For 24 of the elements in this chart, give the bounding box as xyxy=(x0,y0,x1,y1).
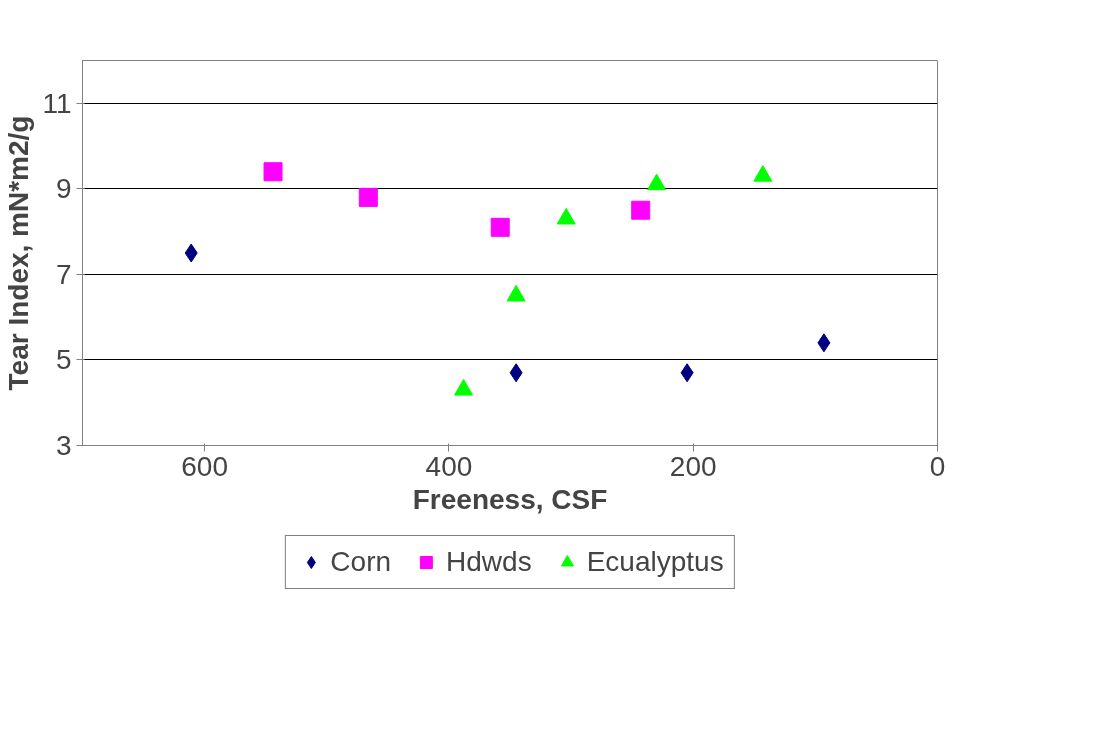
legend-label: Hdwds xyxy=(446,546,532,578)
y-tick-label: 7 xyxy=(55,258,72,290)
x-tick-label: 0 xyxy=(929,450,946,482)
y-axis-title: Tear Index, mN*m2/g xyxy=(3,115,35,391)
point xyxy=(184,243,198,263)
x-tick-label: 600 xyxy=(181,450,228,482)
point xyxy=(490,217,510,237)
point xyxy=(631,200,651,220)
y-tick-label: 3 xyxy=(55,430,72,461)
x-tick-label: 200 xyxy=(669,450,717,482)
y-tick-label: 9 xyxy=(55,173,72,205)
x-axis-title: Freeness, CSF xyxy=(412,483,608,515)
point xyxy=(817,333,831,353)
y-tick-label: 5 xyxy=(55,344,72,376)
y-tick-label: 11 xyxy=(42,87,72,119)
point xyxy=(263,162,283,182)
point xyxy=(647,173,667,191)
point xyxy=(509,363,523,383)
point xyxy=(358,187,378,207)
legend-label: Ecualyptus xyxy=(586,546,724,578)
legend-label: Corn xyxy=(330,546,392,578)
point xyxy=(753,165,773,182)
x-tick-label: 400 xyxy=(425,450,473,482)
point xyxy=(680,363,694,383)
